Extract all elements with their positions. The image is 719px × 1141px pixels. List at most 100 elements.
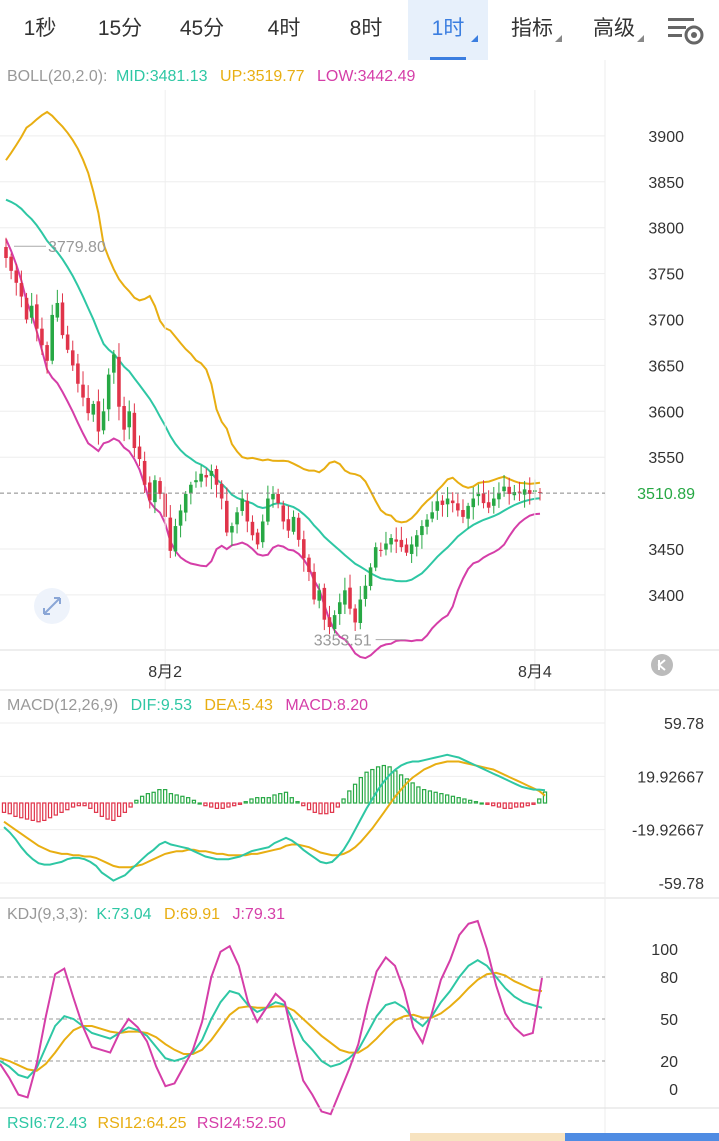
candle [302, 539, 306, 559]
macd-histogram-bar [116, 802, 122, 817]
tab-15m[interactable]: 15分 [80, 0, 160, 60]
tab-1h[interactable]: 1时 [408, 0, 488, 60]
macd-histogram-bar [214, 802, 220, 809]
boll-legend-mid: MID:3481.13 [116, 68, 208, 85]
macd-legend-dif: DIF:9.53 [131, 697, 192, 714]
candle [409, 544, 414, 554]
macd-histogram-bar [203, 802, 208, 807]
macd-histogram-bar [427, 790, 433, 804]
macd-histogram-bar [111, 802, 116, 821]
candle [266, 498, 270, 522]
macd-histogram-bar [542, 791, 548, 804]
candle [29, 305, 34, 318]
y-tick-label: 3650 [648, 358, 684, 375]
macd-histogram-bar [289, 797, 294, 804]
candle [122, 406, 126, 430]
macd-histogram-bar [180, 795, 185, 804]
candle [230, 526, 234, 533]
candle [173, 526, 178, 552]
kdj-y-tick: 0 [669, 1082, 678, 1099]
candle [307, 557, 311, 572]
y-tick-label: 3850 [648, 175, 684, 192]
candle [276, 493, 280, 504]
boll-legend-low: LOW:3442.49 [317, 68, 416, 85]
macd-histogram-bar [249, 798, 254, 804]
candle [522, 489, 527, 495]
candle [425, 519, 429, 527]
low-marker-label: 3353.51 [314, 633, 372, 650]
macd-histogram-bar [312, 802, 317, 813]
candle [271, 493, 275, 500]
candle [250, 521, 255, 536]
tab-45m[interactable]: 45分 [162, 0, 242, 60]
macd-dea-line [3, 760, 546, 869]
macd-histogram-bar [59, 802, 64, 813]
macd-histogram-bar [375, 766, 381, 804]
macd-histogram-bar [295, 801, 300, 804]
macd-dif-line [3, 753, 546, 882]
kdj-legend-j: J:79.31 [232, 906, 285, 923]
fullscreen-expand-icon[interactable] [34, 588, 70, 624]
candle [127, 411, 132, 428]
candle [178, 510, 183, 526]
candle [70, 350, 75, 366]
candle [45, 345, 49, 361]
macd-histogram-bar [531, 802, 536, 805]
candle [373, 547, 378, 568]
macd-histogram-bar [301, 802, 306, 807]
macd-histogram-bar [283, 791, 289, 804]
kdj-y-tick: 100 [651, 942, 678, 959]
candle [14, 270, 19, 283]
tab-4h[interactable]: 4时 [244, 0, 324, 60]
macd-histogram-bar [514, 802, 519, 808]
macd-histogram-bar [491, 802, 496, 807]
candle [168, 517, 173, 551]
candle [40, 328, 44, 346]
candle [291, 516, 296, 532]
candle [337, 602, 342, 615]
candle [512, 492, 517, 496]
macd-histogram-bar [157, 789, 162, 804]
macd-histogram-bar [243, 801, 248, 804]
macd-histogram-bar [99, 802, 105, 817]
macd-histogram-bar [260, 797, 266, 804]
candle [4, 246, 8, 258]
candle [384, 543, 388, 550]
candle [363, 585, 368, 599]
kdj-legend-name: KDJ(9,3,3): [7, 906, 88, 923]
chart-canvas[interactable]: BOLL(20,2.0): MID:3481.13 UP:3519.77 LOW… [0, 60, 719, 1133]
candle [24, 297, 29, 320]
scroll-to-latest-icon[interactable] [651, 654, 673, 676]
candle [76, 363, 80, 384]
macd-histogram-bar [519, 802, 525, 808]
tab-advanced[interactable]: 高级 [574, 0, 654, 60]
kdj-y-tick: 80 [660, 970, 678, 987]
macd-histogram-bar [329, 802, 335, 813]
y-tick-label: 3600 [648, 404, 684, 421]
macd-histogram-bar [53, 802, 58, 816]
chart-settings-icon[interactable] [660, 10, 710, 50]
candle [9, 256, 13, 271]
candle [194, 480, 198, 483]
candle [183, 493, 188, 513]
candle [353, 608, 357, 623]
candle [106, 374, 111, 410]
macd-histogram-bar [347, 790, 352, 804]
candle [35, 304, 39, 329]
candle [466, 505, 470, 519]
tab-8h[interactable]: 8时 [326, 0, 406, 60]
candle [153, 480, 157, 503]
candle [199, 473, 203, 482]
candle [81, 384, 85, 398]
macd-histogram-bar [13, 802, 18, 817]
candle [445, 498, 450, 505]
tab-1s[interactable]: 1秒 [4, 0, 76, 60]
macd-histogram-bar [370, 768, 375, 804]
macd-histogram-bar [88, 802, 93, 809]
candle [286, 519, 291, 531]
tab-indicators[interactable]: 指标 [492, 0, 572, 60]
macd-histogram-bar [473, 801, 479, 804]
macd-histogram-bar [122, 802, 128, 813]
candle [414, 535, 419, 547]
candle [343, 590, 347, 605]
